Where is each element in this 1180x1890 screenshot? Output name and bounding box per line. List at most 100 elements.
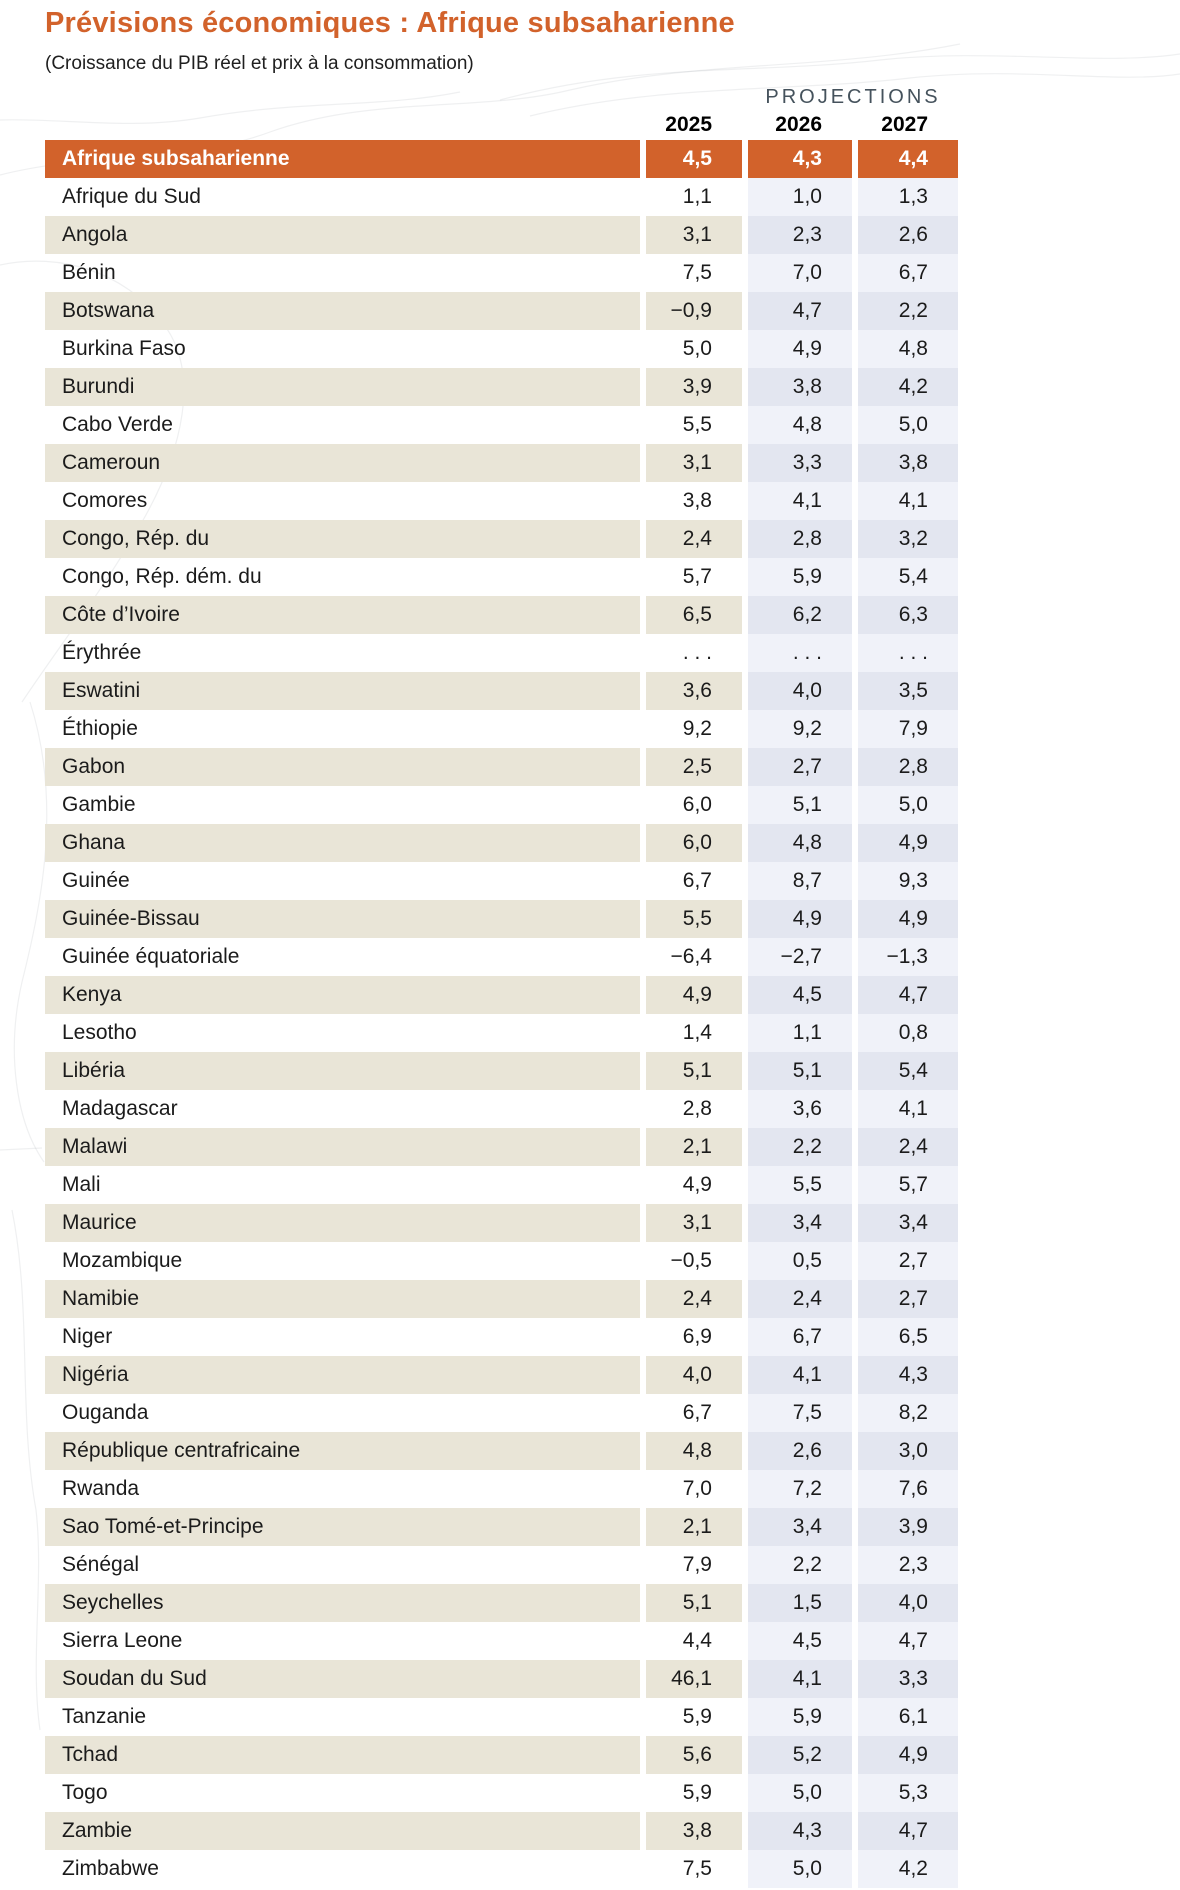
value-2026: 2,6 [748, 1432, 852, 1470]
table-row: Niger 6,9 6,7 6,5 [45, 1318, 958, 1356]
country-name: Gambie [62, 793, 136, 816]
value-2027: 6,7 [858, 254, 958, 292]
value-2026: 3,3 [748, 444, 852, 482]
country-name: Sénégal [62, 1553, 140, 1576]
value-2025: 7,5 [682, 261, 712, 284]
value-2026: 4,9 [748, 900, 852, 938]
projections-label: PROJECTIONS [765, 86, 941, 108]
years-header-row: 2025 2026 2027 [45, 109, 958, 140]
country-name: Congo, Rép. du [45, 520, 640, 558]
value-2027: 3,3 [858, 1660, 958, 1698]
value-2025: 4,8 [646, 1432, 742, 1470]
value-2027: . . . [858, 634, 958, 672]
table-row: Tchad 5,6 5,2 4,9 [45, 1736, 958, 1774]
country-name: Rwanda [62, 1477, 140, 1500]
country-name: Cameroun [45, 444, 640, 482]
table-row: Libéria 5,1 5,1 5,4 [45, 1052, 958, 1090]
value-2027: 3,0 [858, 1432, 958, 1470]
value-2027: 4,9 [858, 824, 958, 862]
table-row: Madagascar 2,8 3,6 4,1 [45, 1090, 958, 1128]
value-2025: 1,4 [682, 1021, 712, 1044]
country-name: Eswatini [45, 672, 640, 710]
country-name: Tchad [45, 1736, 640, 1774]
value-2025: 4,0 [646, 1356, 742, 1394]
country-name: Érythrée [62, 641, 142, 664]
region-total-row: Afrique subsaharienne 4,5 4,3 4,4 [45, 140, 958, 178]
table-row: Comores 3,8 4,1 4,1 [45, 482, 958, 520]
value-2025: 3,6 [646, 672, 742, 710]
country-name: Namibie [45, 1280, 640, 1318]
table-row: Namibie 2,4 2,4 2,7 [45, 1280, 958, 1318]
value-2026: 2,7 [748, 748, 852, 786]
value-2026: 8,7 [748, 862, 852, 900]
value-2025: 3,1 [646, 1204, 742, 1242]
table-row: Kenya 4,9 4,5 4,7 [45, 976, 958, 1014]
value-2027: 4,1 [858, 1090, 958, 1128]
value-2026: 4,9 [748, 330, 852, 368]
country-name: Maurice [45, 1204, 640, 1242]
country-name: Bénin [62, 261, 116, 284]
value-2027: 4,9 [858, 900, 958, 938]
value-2027: 7,9 [858, 710, 958, 748]
value-2027: 6,5 [858, 1318, 958, 1356]
table-row: Soudan du Sud 46,1 4,1 3,3 [45, 1660, 958, 1698]
value-2027: 5,0 [858, 406, 958, 444]
value-2025: 5,5 [646, 900, 742, 938]
value-2027: 4,7 [858, 1812, 958, 1850]
value-2027: 3,5 [858, 672, 958, 710]
value-2027: 1,3 [858, 178, 958, 216]
table-row: Gambie 6,0 5,1 5,0 [45, 786, 958, 824]
value-2027: 4,3 [858, 1356, 958, 1394]
country-name: Seychelles [45, 1584, 640, 1622]
table-row: Ghana 6,0 4,8 4,9 [45, 824, 958, 862]
value-2026: 5,9 [748, 558, 852, 596]
value-2025: 2,5 [646, 748, 742, 786]
table-row: Sierra Leone 4,4 4,5 4,7 [45, 1622, 958, 1660]
table-row: Cabo Verde 5,5 4,8 5,0 [45, 406, 958, 444]
value-2025: 3,1 [646, 216, 742, 254]
table-row: Bénin 7,5 7,0 6,7 [45, 254, 958, 292]
table-row: Ouganda 6,7 7,5 8,2 [45, 1394, 958, 1432]
year-2027-header: 2027 [881, 113, 928, 136]
value-2026: 5,9 [748, 1698, 852, 1736]
table-row: République centrafricaine 4,8 2,6 3,0 [45, 1432, 958, 1470]
country-name: Afrique du Sud [62, 185, 201, 208]
country-name: Comores [62, 489, 148, 512]
value-2025: 7,5 [682, 1857, 712, 1880]
value-2027: 6,3 [858, 596, 958, 634]
value-2025: 3,1 [646, 444, 742, 482]
year-2025-header: 2025 [665, 113, 712, 136]
table-row: Tanzanie 5,9 5,9 6,1 [45, 1698, 958, 1736]
table-row: Mali 4,9 5,5 5,7 [45, 1166, 958, 1204]
country-name: Sierra Leone [62, 1629, 183, 1652]
value-2027: 4,7 [858, 976, 958, 1014]
value-2025: 5,1 [646, 1052, 742, 1090]
value-2026: 4,7 [748, 292, 852, 330]
table-row: Cameroun 3,1 3,3 3,8 [45, 444, 958, 482]
value-2026: 9,2 [748, 710, 852, 748]
value-2026: 4,1 [748, 1356, 852, 1394]
value-2025: −0,5 [670, 1249, 712, 1272]
value-2027: 2,7 [858, 1242, 958, 1280]
value-2027: 9,3 [858, 862, 958, 900]
value-2025: 9,2 [682, 717, 712, 740]
value-2027: 4,2 [858, 368, 958, 406]
value-2026: 5,1 [748, 1052, 852, 1090]
table-row: Malawi 2,1 2,2 2,4 [45, 1128, 958, 1166]
value-2027: −1,3 [858, 938, 958, 976]
value-2026: 3,6 [748, 1090, 852, 1128]
value-2026: 0,5 [748, 1242, 852, 1280]
value-2026: 1,0 [748, 178, 852, 216]
country-name: Mozambique [62, 1249, 183, 1272]
value-2025: −0,9 [646, 292, 742, 330]
value-2026: 7,5 [748, 1394, 852, 1432]
value-2027: 3,9 [858, 1508, 958, 1546]
value-2027: 5,7 [858, 1166, 958, 1204]
value-2027: 4,1 [858, 482, 958, 520]
page-title: Prévisions économiques : Afrique subsaha… [45, 7, 735, 39]
country-name: Zambie [45, 1812, 640, 1850]
country-name: Burkina Faso [62, 337, 186, 360]
table-row: Mozambique −0,5 0,5 2,7 [45, 1242, 958, 1280]
country-name: République centrafricaine [45, 1432, 640, 1470]
country-name: Lesotho [62, 1021, 137, 1044]
